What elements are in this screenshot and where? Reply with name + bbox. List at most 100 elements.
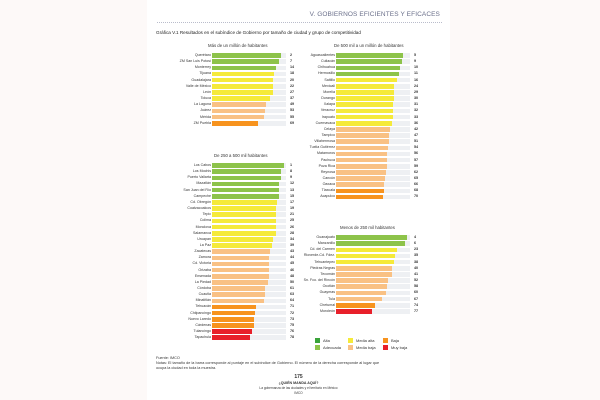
legend-swatch (315, 345, 320, 350)
bar-rank-value: 45 (290, 261, 295, 266)
bar-fill (336, 182, 385, 188)
bar-row: Moroleón 77 (320, 309, 424, 314)
bar-label: La Laguna (194, 102, 211, 107)
bar-label: Ocotlán (322, 284, 335, 289)
bar-rank-value: 54 (414, 145, 419, 150)
bar-row: Guanajuato 4 (316, 235, 424, 240)
bar-fill (212, 163, 284, 168)
bar-fill (212, 84, 273, 89)
bar-label: Morelia (323, 89, 335, 94)
bar-rank-value: 59 (414, 163, 419, 168)
bar-row: Campeche 15 (194, 193, 300, 199)
bar-fill (212, 323, 255, 328)
bar-row: Culiacán 9 (321, 59, 424, 65)
bar-label: Tecomán (320, 271, 335, 276)
bar-fill (212, 53, 281, 58)
bar-label: Mérida (200, 114, 211, 119)
bar-rank-value: 35 (414, 253, 419, 258)
bar-row: Mérida 55 (200, 114, 300, 120)
bar-track (212, 218, 286, 224)
bar-label: Cuautla (198, 292, 211, 297)
bar-track (212, 114, 286, 120)
bar-fill (336, 139, 389, 144)
bar-label: Moroleón (320, 308, 335, 313)
bar-fill (212, 298, 264, 304)
bar-label: ZM Puebla (193, 120, 211, 125)
bar-track (336, 71, 410, 77)
bar-rank-value: 26 (290, 224, 295, 229)
bar-track (212, 255, 286, 261)
bar-label: Tampico (321, 132, 335, 137)
bar-row: Tulancingo 76 (194, 329, 300, 334)
bar-label: Guanajuato (316, 235, 335, 239)
bar-track (212, 237, 286, 242)
bar-row: Cd. del Carmen 23 (310, 247, 424, 253)
bar-row: Nuevo Laredo 73 (188, 317, 300, 322)
bar-track (212, 286, 286, 291)
legend-swatch (315, 338, 320, 343)
bar-row: Monclova 26 (196, 224, 300, 230)
bar-fill (212, 224, 276, 230)
bar-fill (336, 108, 393, 114)
bar-rank-value: 66 (414, 182, 419, 187)
bar-fill (336, 53, 404, 58)
bar-row: León 27 (203, 90, 300, 95)
bar-track (336, 170, 410, 175)
bar-track (336, 253, 410, 259)
bar-row: ZM Puebla 69 (194, 120, 300, 126)
bar-fill (336, 127, 391, 132)
bar-track (212, 206, 286, 211)
bar-row: Los Mochis 8 (193, 169, 300, 175)
bar-rank-value: 12 (290, 181, 295, 186)
bar-rank-value: 44 (290, 255, 295, 260)
bar-label: Juárez (200, 108, 211, 113)
bar-track (336, 188, 410, 194)
bar-row: Los Cabos 1 (194, 163, 300, 168)
bar-rank-value: 8 (290, 169, 293, 174)
bar-rank-value: 15 (290, 193, 295, 198)
bar-fill (336, 290, 386, 296)
bar-rank-value: 55 (290, 114, 295, 119)
bar-label: Tlaxcala (321, 188, 335, 193)
bar-fill (336, 96, 394, 101)
bar-fill (336, 266, 393, 271)
bar-fill (336, 163, 388, 169)
bar-fill (212, 335, 251, 341)
bar-label: Poza Rica (318, 163, 335, 168)
bar-rank-value: 4 (414, 235, 417, 239)
bar-track (212, 298, 286, 304)
bar-row: Cancún 65 (323, 176, 424, 181)
bar-track (212, 194, 286, 199)
bar-label: Córdoba (197, 286, 211, 290)
bar-row: Minatitlán 64 (196, 298, 300, 304)
bar-label: Chilpancingo (190, 310, 211, 315)
bar-rank-value: 67 (414, 296, 419, 301)
bar-rank-value: 37 (290, 96, 295, 101)
bar-fill (212, 120, 258, 126)
bar-label: Zacatecas (194, 249, 211, 254)
bar-row: Querétaro 2 (195, 53, 300, 58)
bar-rank-value: 7 (290, 59, 293, 64)
bar-fill (212, 187, 280, 193)
bar-track (212, 249, 286, 254)
bar-label: Cd. del Carmen (309, 247, 335, 252)
bar-label: La Paz (199, 242, 211, 247)
bar-track (212, 175, 286, 181)
bar-label: Cd. Victoria (192, 261, 211, 266)
bar-row: Uruapan 34 (197, 237, 300, 242)
bar-track (336, 133, 410, 138)
bar-rank-value: 2 (290, 53, 293, 57)
bar-track (336, 151, 410, 157)
bar-track (336, 235, 410, 240)
bar-rank-value: 75 (290, 322, 295, 327)
bar-row: Tepic 21 (203, 212, 300, 218)
bar-track (212, 304, 286, 310)
bar-track (212, 77, 286, 83)
bar-rank-value: 17 (290, 199, 295, 204)
legend-swatch (383, 345, 388, 350)
bar-label: Puerto Vallarta (187, 175, 211, 180)
bar-label: Villahermosa (314, 139, 335, 144)
bar-row: Aguascalientes 5 (311, 53, 424, 58)
bar-track (336, 247, 410, 253)
bar-row: Matamoros 56 (317, 151, 424, 157)
